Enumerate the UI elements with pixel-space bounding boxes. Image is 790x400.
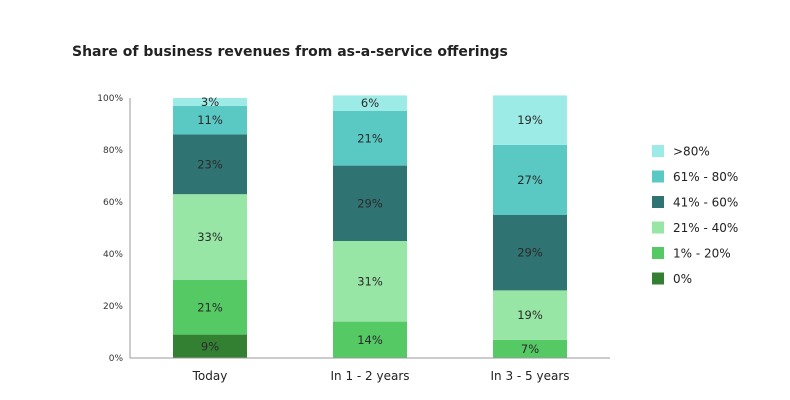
bar-segment bbox=[493, 290, 567, 340]
data-labels-layer: 9% 21% 33% 23% 11% 3% 14% 31% 29% 21% 6% 7% 19% 29% 27… bbox=[197, 95, 543, 356]
bar-segment bbox=[333, 241, 407, 322]
legend-label: 21% - 40% bbox=[673, 221, 738, 235]
data-label: 3% bbox=[201, 95, 219, 109]
data-label: 33% bbox=[197, 230, 223, 244]
bar-segment bbox=[333, 95, 407, 111]
legend-swatch bbox=[652, 170, 664, 183]
chart-title: Share of business revenues from as-a-ser… bbox=[72, 44, 508, 60]
bar-segment bbox=[493, 339, 567, 358]
data-label: 9% bbox=[201, 339, 219, 353]
legend-swatch bbox=[652, 247, 664, 259]
data-label: 6% bbox=[361, 96, 379, 110]
x-tick-label: In 3 - 5 years bbox=[490, 369, 569, 383]
y-tick-label: 60% bbox=[103, 198, 123, 208]
legend-label: 61% - 80% bbox=[673, 170, 738, 184]
legend-swatch bbox=[652, 221, 664, 234]
legend-swatch bbox=[652, 272, 664, 285]
bar-segment bbox=[173, 334, 247, 358]
legend-label: 1% - 20% bbox=[673, 247, 731, 261]
x-tick-label: Today bbox=[192, 369, 228, 383]
legend-swatch bbox=[652, 145, 664, 157]
y-tick-label: 0% bbox=[109, 354, 124, 364]
legend: >80% 61% - 80% 41% - 60% 21% - 40% 1% - 20% 0… bbox=[652, 145, 738, 286]
y-tick-label: 40% bbox=[103, 250, 123, 260]
legend-label: >80% bbox=[673, 145, 710, 159]
data-label: 19% bbox=[517, 308, 543, 322]
bar-segment bbox=[333, 165, 407, 241]
data-label: 27% bbox=[517, 173, 543, 187]
data-label: 29% bbox=[357, 196, 383, 210]
bar-segment bbox=[173, 98, 247, 106]
y-tick-label: 100% bbox=[97, 94, 123, 104]
bar-segment bbox=[173, 194, 247, 280]
data-label: 23% bbox=[197, 157, 223, 171]
legend-label: 0% bbox=[673, 272, 692, 286]
x-tick-label: In 1 - 2 years bbox=[330, 369, 409, 383]
bar-segment bbox=[493, 215, 567, 291]
bar-segment bbox=[333, 321, 407, 358]
bar-segment bbox=[493, 95, 567, 145]
bars-layer bbox=[173, 95, 567, 358]
data-label: 11% bbox=[197, 113, 223, 127]
y-tick-label: 80% bbox=[103, 146, 123, 156]
legend-label: 41% - 60% bbox=[673, 196, 738, 210]
data-label: 19% bbox=[517, 113, 543, 127]
axes-layer: Today In 1 - 2 years In 3 - 5 years 0% 20% 40… bbox=[97, 94, 610, 383]
bar-segment bbox=[333, 111, 407, 166]
data-label: 21% bbox=[197, 300, 223, 314]
bar-segment bbox=[173, 134, 247, 195]
bar-segment bbox=[173, 280, 247, 335]
data-label: 7% bbox=[521, 342, 539, 356]
y-tick-label: 20% bbox=[103, 302, 123, 312]
data-label: 14% bbox=[357, 333, 383, 347]
data-label: 29% bbox=[517, 246, 543, 260]
bar-segment bbox=[173, 105, 247, 135]
legend-swatch bbox=[652, 196, 664, 208]
bar-segment bbox=[493, 144, 567, 215]
data-label: 31% bbox=[357, 274, 383, 288]
data-label: 21% bbox=[357, 131, 383, 145]
